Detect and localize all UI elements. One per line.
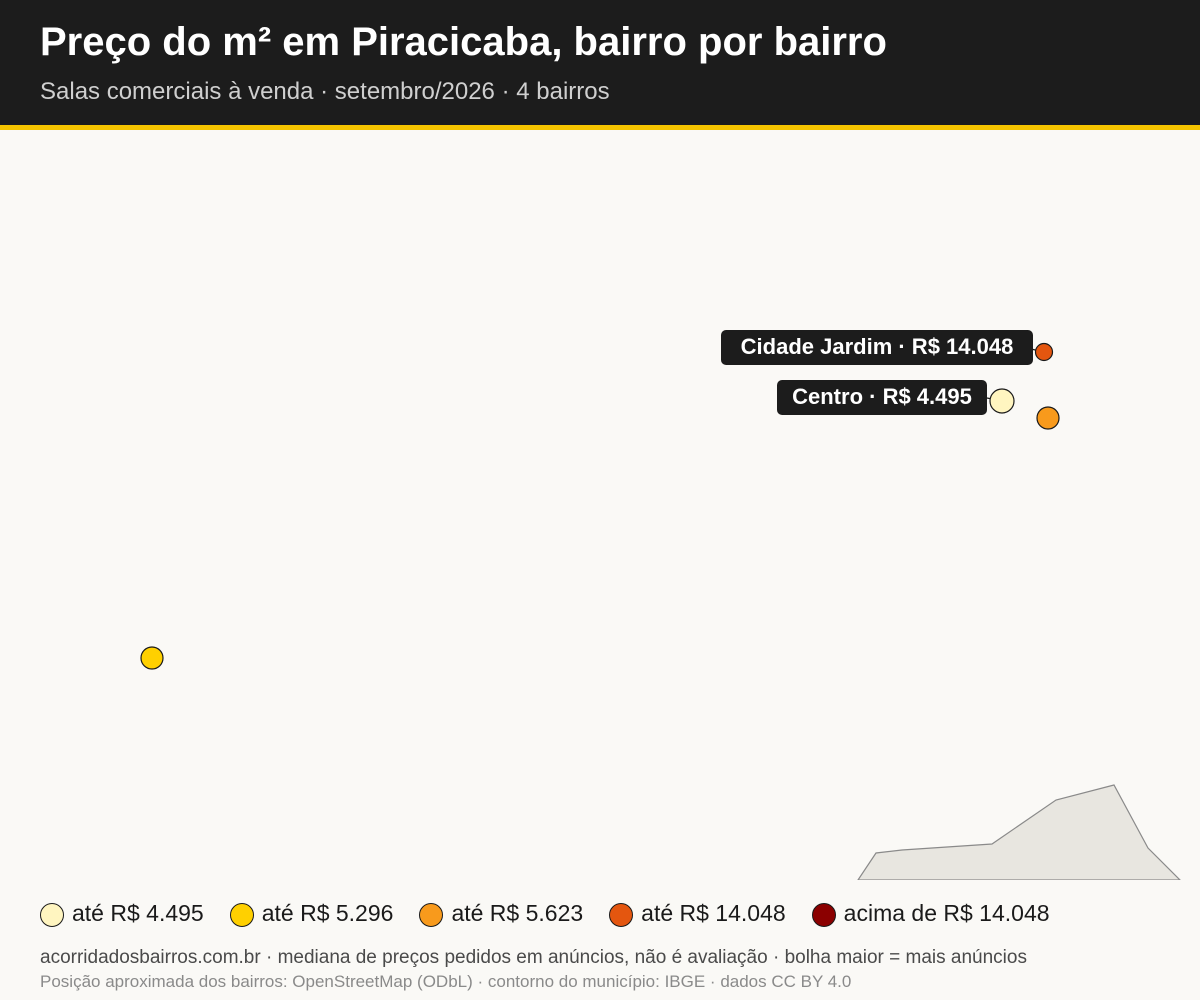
legend-item: até R$ 5.296: [229, 899, 394, 927]
page-subtitle: Salas comerciais à venda · setembro/2026…: [40, 78, 610, 105]
label-cidade-jardim-bg: [721, 330, 1033, 365]
page-title: Preço do m² em Piracicaba, bairro por ba…: [40, 20, 887, 64]
legend-item: até R$ 5.623: [419, 899, 583, 927]
legend-swatch-icon: [811, 903, 836, 927]
legend-item: acima de R$ 14.048: [811, 899, 1050, 927]
label-cidade-jardim: Cidade Jardim · R$ 14.048: [721, 330, 1033, 365]
label-centro: Centro · R$ 4.495: [777, 380, 987, 415]
footer-sources: Posição aproximada dos bairros: OpenStre…: [40, 972, 852, 991]
legend-label: até R$ 14.048: [641, 899, 786, 926]
legend-label: até R$ 5.296: [261, 899, 394, 926]
legend-label: até R$ 4.495: [72, 899, 204, 926]
legend-swatch-icon: [40, 903, 64, 927]
legend-swatch-icon: [229, 903, 254, 927]
legend-swatch-icon: [419, 903, 444, 927]
neighborhood-bubble-centro[interactable]: [989, 388, 1015, 414]
neighborhood-bubble-cidade-jardim[interactable]: [1034, 342, 1054, 362]
legend: até R$ 4.495 até R$ 5.296 até R$ 5.623 a…: [40, 896, 1076, 930]
label-centro-text: Centro · R$ 4.495: [792, 384, 972, 409]
accent-bar: [0, 125, 1200, 130]
footer-credit: acorridadosbairros.com.br · mediana de p…: [40, 947, 1027, 968]
label-cidade-jardim-text: Cidade Jardim · R$ 14.048: [741, 334, 1014, 359]
legend-label: até R$ 5.623: [451, 899, 584, 926]
neighborhood-bubble-orange[interactable]: [1036, 406, 1060, 430]
legend-item: até R$ 14.048: [609, 899, 786, 927]
legend-label: acima de R$ 14.048: [843, 899, 1050, 926]
legend-swatch-icon: [609, 903, 634, 927]
neighborhood-bubble-yellow[interactable]: [140, 646, 164, 670]
header: Preço do m² em Piracicaba, bairro por ba…: [0, 0, 1200, 125]
legend-item: até R$ 4.495: [40, 899, 204, 927]
map-svg: Cidade Jardim · R$ 14.048 Centro · R$ 4.…: [140, 330, 1181, 880]
label-centro-bg: [777, 380, 987, 415]
map-area: Cidade Jardim · R$ 14.048 Centro · R$ 4.…: [0, 130, 1200, 880]
municipality-outline: [857, 784, 1181, 880]
